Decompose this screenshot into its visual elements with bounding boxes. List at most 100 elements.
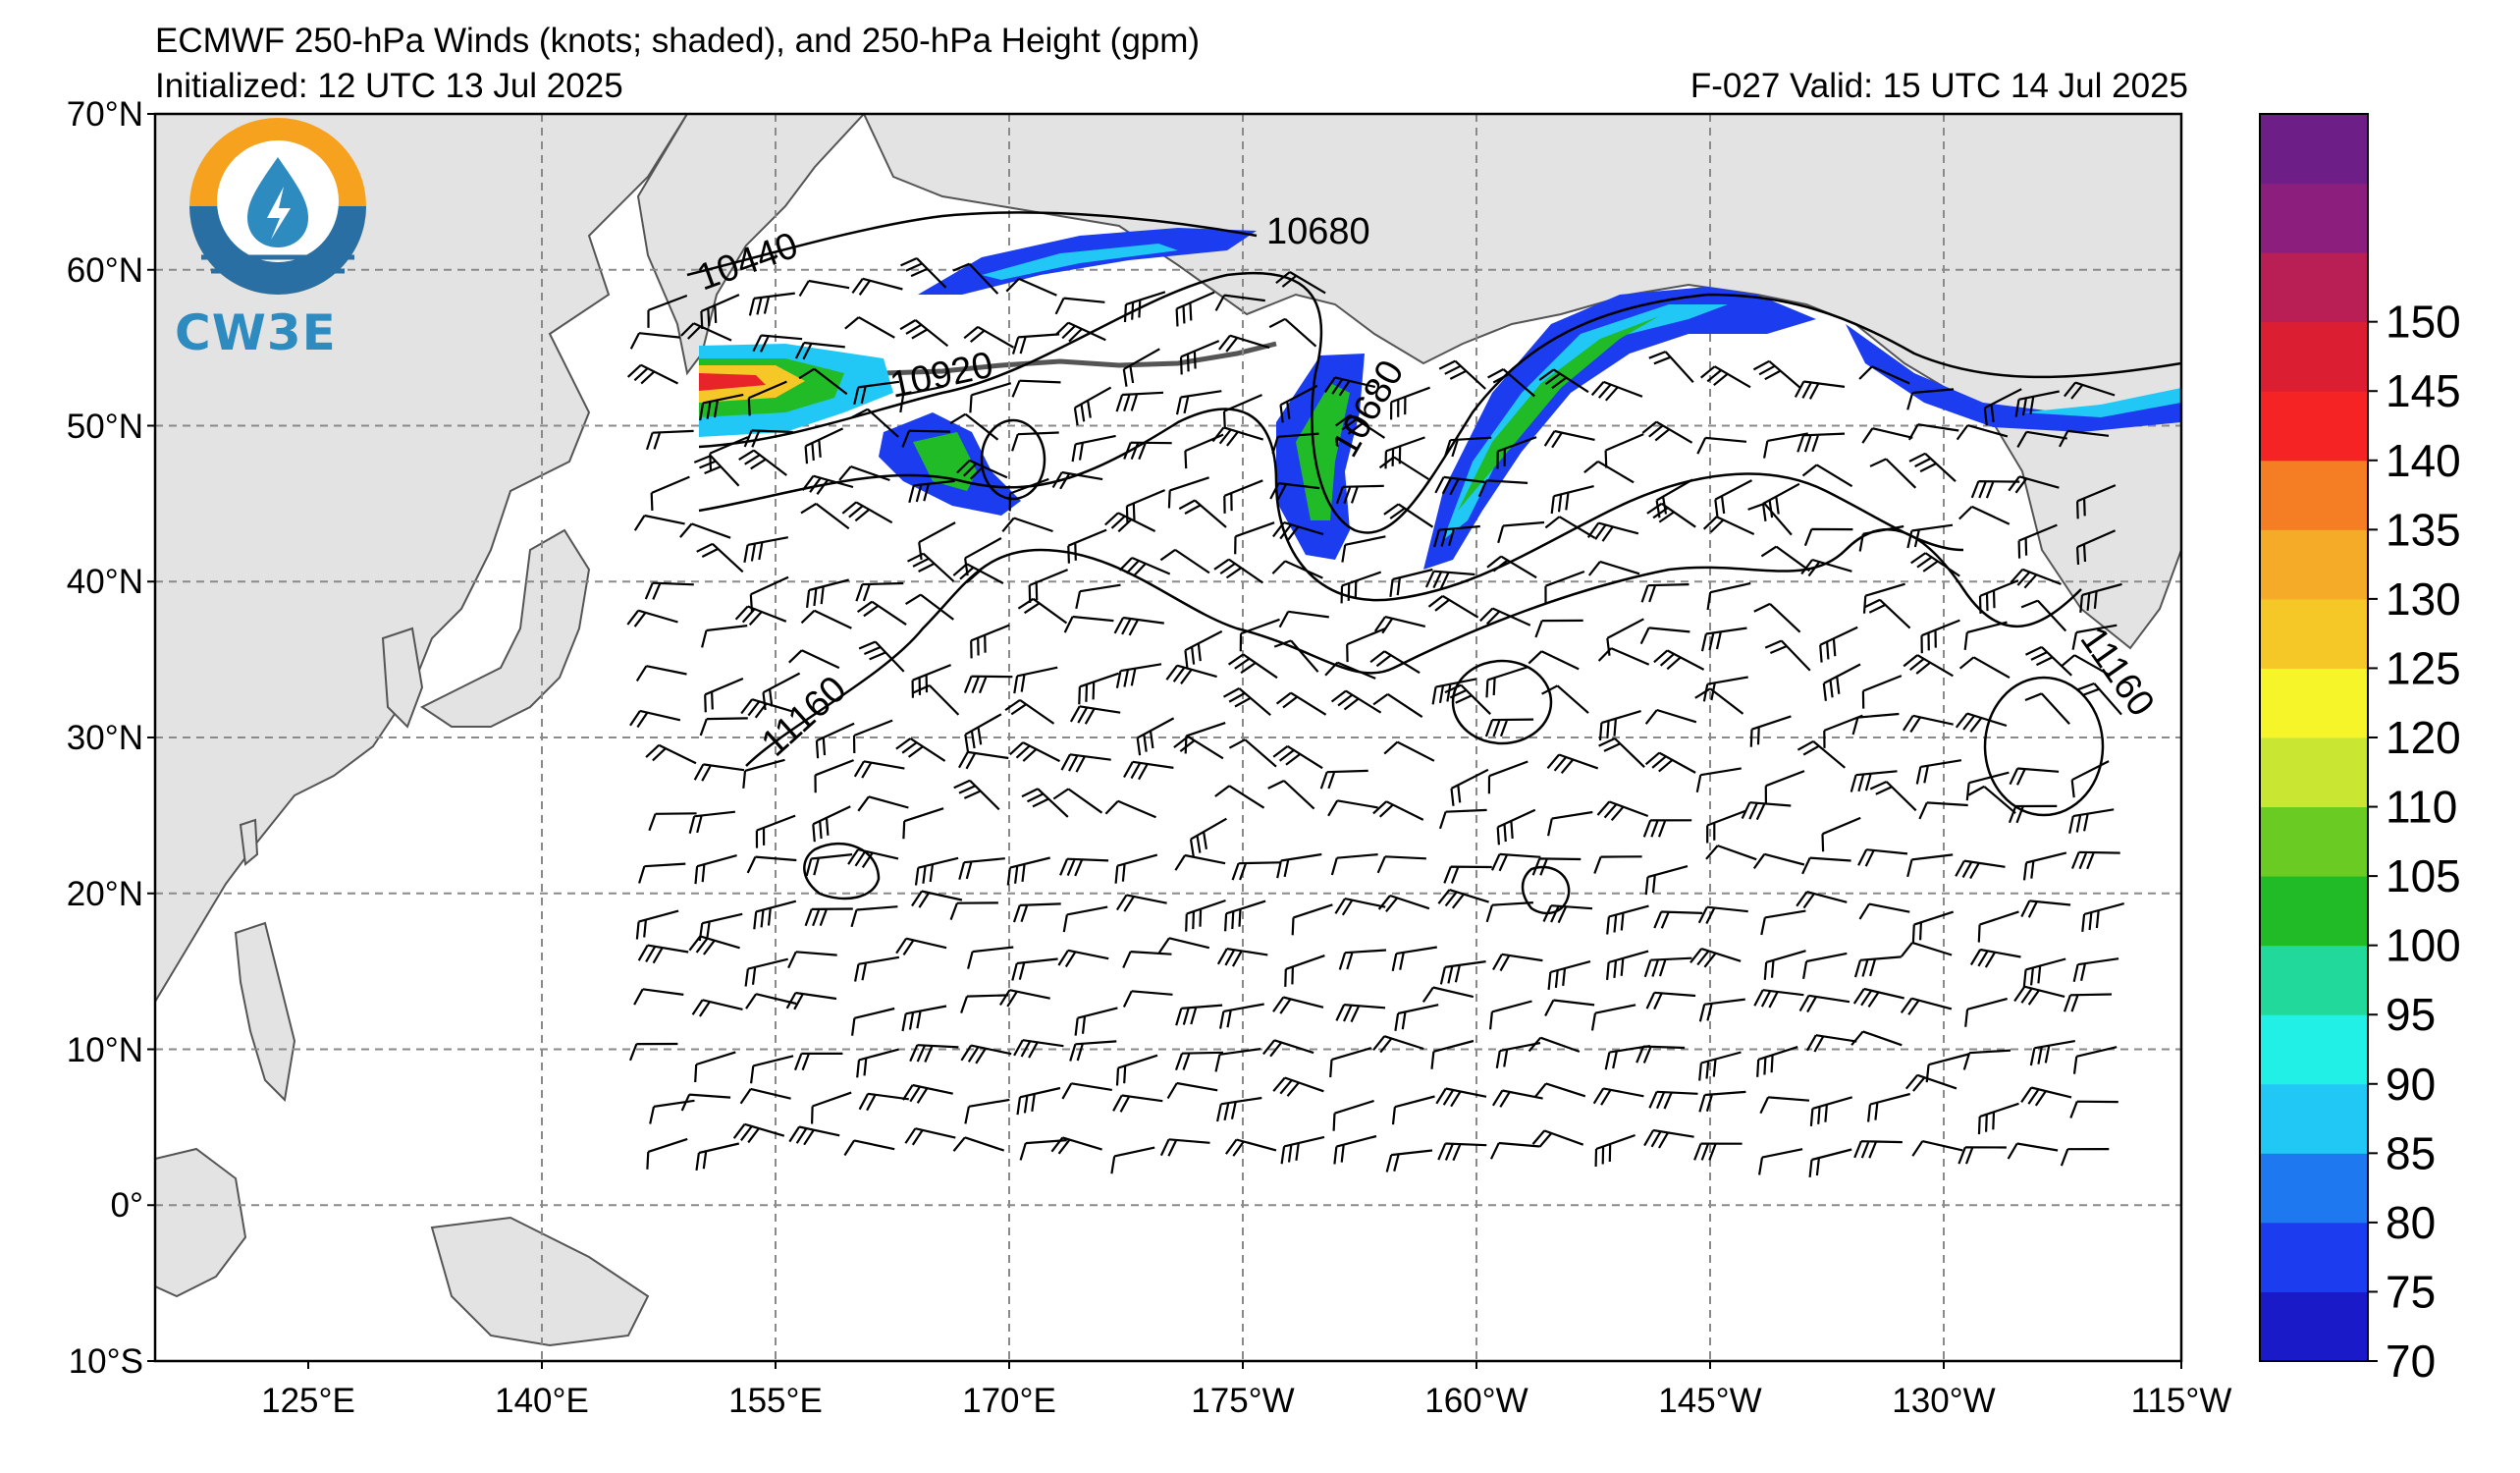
wind-barb [1323,376,1376,397]
wind-barb [1805,1034,1857,1053]
wind-barb [1159,548,1210,574]
wind-barb [1427,594,1479,619]
wind-barb [1528,650,1580,671]
colorbar-tick-label: 150 [2386,297,2461,348]
wind-barb [854,955,900,982]
wind-barb [1329,1047,1372,1078]
wind-barb [1122,990,1173,1008]
wind-barb [1391,946,1437,972]
wind-barb [1271,560,1323,579]
wind-barb [1213,558,1264,584]
wind-barb [1157,937,1210,954]
wind-barb [2077,682,2122,716]
wind-barb [1435,1087,1487,1108]
wind-barb [2022,957,2066,988]
wind-barb [1052,788,1103,814]
wind-barb [1059,857,1109,877]
wind-barb [1761,482,1800,521]
colorbar: 150 145 140 135 130 125 120 110 105 100 95 90 85 80 75… [2259,113,2461,1387]
wind-barb [746,855,797,874]
wind-barb [1279,384,1318,423]
wind-barb [1592,1087,1644,1106]
wind-barb [1801,464,1853,488]
wind-barb [857,795,909,812]
wind-barb [1272,521,1324,542]
wind-barb [801,474,854,495]
wind-barb [1546,753,1599,775]
wind-barb [798,279,850,298]
wind-barb [1216,1096,1262,1122]
wind-barb [1011,957,1058,981]
wind-barb [1544,516,1596,539]
wind-barb [1383,503,1434,528]
wind-barb [753,900,797,930]
colorbar-block [2260,1014,2368,1085]
wind-barb [1184,629,1223,669]
wind-barb [2007,1142,2059,1160]
wind-barb [1764,770,1805,804]
wind-barb [1596,800,1649,822]
wind-barb [1496,808,1536,846]
wind-barb [1222,687,1271,717]
wind-barb [853,760,905,779]
wind-barb [637,944,689,964]
wind-barb [1372,692,1423,719]
wind-barb [646,1137,688,1170]
wind-barb [1547,810,1593,837]
wind-barb [1861,427,1913,444]
wind-barb [1136,717,1175,756]
wind-barb [755,814,796,848]
wind-barb [740,698,792,719]
colorbar-block [2260,737,2368,808]
wind-barb [1821,816,1861,852]
wind-barb [895,937,947,956]
wind-barb [1115,894,1167,912]
wind-barb [958,857,1005,880]
wind-barb [633,988,684,1006]
wind-barb [1271,432,1319,455]
wind-barb [635,665,687,682]
wind-barb [1752,852,1805,870]
wind-barb [1330,689,1382,714]
wind-barb [752,334,803,353]
wind-barb [1823,714,1863,748]
wind-barb [1174,1051,1224,1070]
wind-barb [1373,616,1426,634]
initialized-time: Initialized: 12 UTC 13 Jul 2025 [155,67,623,105]
wind-barb [2072,957,2119,983]
colorbar-tick-label: 105 [2386,850,2461,901]
wind-barb [2076,484,2117,519]
wind-barb [1963,621,2008,651]
height-contours [686,211,2181,915]
wind-barb [1956,424,2009,441]
wind-barb [1698,1051,1742,1081]
wind-barb [628,1042,678,1062]
wind-barb [1335,484,1384,505]
wind-barb [1531,857,1582,876]
wind-barb [1110,1146,1155,1174]
wind-barb [1747,502,1793,536]
wind-barb [967,946,1014,969]
wind-barb [1955,859,2006,880]
wind-barb [1069,705,1121,725]
wind-barb [909,1044,959,1063]
wind-barb [1906,523,1954,549]
wind-barb [1433,524,1480,548]
wind-barb [649,1099,695,1124]
wind-barb [1851,712,1900,736]
wind-barb [1005,277,1057,297]
wind-barb [843,1139,895,1157]
wind-barb [2071,624,2118,650]
lat-label: 30°N [67,719,143,757]
wind-barb [2025,645,2072,677]
wind-barb [1858,524,1904,552]
wind-barb [960,1044,1012,1064]
wind-barb [1383,740,1435,762]
wind-barb [1534,619,1583,638]
wind-barb [696,542,744,573]
wind-barb [2060,1148,2110,1167]
wind-barb [694,854,737,885]
wind-barb [1275,271,1326,295]
wind-barb [1983,388,2022,426]
wind-barb [1051,470,1103,490]
